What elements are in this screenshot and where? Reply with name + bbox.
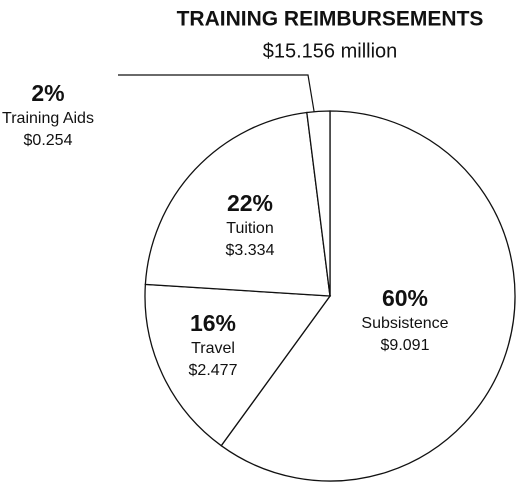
amount-label: $0.254 bbox=[24, 132, 73, 149]
amount-label: $9.091 bbox=[381, 337, 430, 354]
pie-slice bbox=[306, 110, 331, 297]
category-label: Tuition bbox=[226, 220, 273, 237]
category-label: Travel bbox=[191, 340, 235, 357]
percent-label: 2% bbox=[31, 80, 64, 106]
percent-label: 16% bbox=[190, 310, 236, 336]
percent-label: 22% bbox=[227, 190, 273, 216]
amount-label: $2.477 bbox=[189, 362, 238, 379]
pie-slice bbox=[144, 111, 331, 297]
percent-label: 60% bbox=[382, 285, 428, 311]
pie-slice bbox=[144, 283, 332, 447]
chart-subtitle: $15.156 million bbox=[263, 40, 398, 62]
chart-title: TRAINING REIMBURSEMENTS bbox=[177, 8, 484, 31]
category-label: Training Aids bbox=[2, 110, 94, 127]
amount-label: $3.334 bbox=[226, 242, 275, 259]
category-label: Subsistence bbox=[361, 315, 448, 332]
pie-slice bbox=[220, 110, 516, 482]
